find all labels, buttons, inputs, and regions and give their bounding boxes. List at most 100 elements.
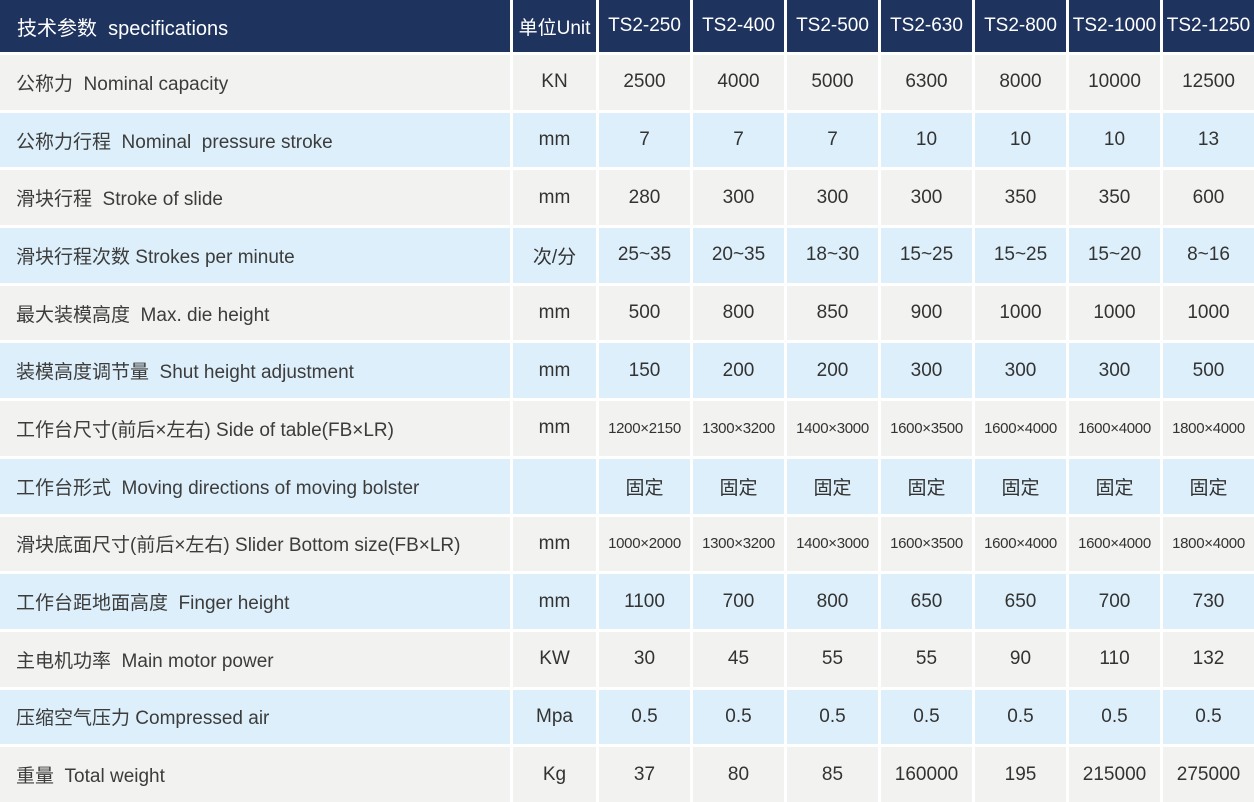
- row-label: 公称力 Nominal capacity: [0, 55, 510, 110]
- spec-value-cell: 1600×4000: [1069, 516, 1160, 572]
- spec-value-cell: 7: [693, 112, 784, 168]
- spec-value-cell: 10: [1069, 112, 1160, 168]
- row-label: 工作台形式 Moving directions of moving bolste…: [0, 458, 510, 514]
- row-unit: Kg: [513, 747, 596, 802]
- spec-value-cell: 500: [1163, 343, 1254, 399]
- spec-value-cell: 1600×3500: [881, 516, 972, 572]
- spec-value-cell: 8~16: [1163, 228, 1254, 283]
- spec-value-cell: 1300×3200: [693, 401, 784, 456]
- row-unit: mm: [513, 574, 596, 629]
- spec-value-cell: 300: [975, 343, 1066, 399]
- spec-value-cell: 80: [693, 747, 784, 802]
- spec-value-cell: 4000: [693, 55, 784, 110]
- spec-value-cell: 1600×4000: [1069, 401, 1160, 456]
- spec-value-cell: 6300: [881, 55, 972, 110]
- model-column-header: TS2-250: [599, 0, 690, 52]
- spec-value-cell: 7: [599, 112, 690, 168]
- spec-value-cell: 300: [1069, 343, 1160, 399]
- spec-value-cell: 10: [975, 112, 1066, 168]
- spec-value-cell: 55: [881, 631, 972, 687]
- model-column-header: TS2-800: [975, 0, 1066, 52]
- spec-value-cell: 1300×3200: [693, 516, 784, 572]
- row-unit: mm: [513, 112, 596, 168]
- spec-value-cell: 固定: [975, 458, 1066, 514]
- spec-value-cell: 300: [787, 170, 878, 226]
- row-label: 主电机功率 Main motor power: [0, 631, 510, 687]
- row-unit: KN: [513, 55, 596, 110]
- spec-value-cell: 280: [599, 170, 690, 226]
- row-label: 工作台距地面高度 Finger height: [0, 574, 510, 629]
- spec-value-cell: 10000: [1069, 55, 1160, 110]
- spec-value-cell: 800: [693, 285, 784, 341]
- spec-value-cell: 10: [881, 112, 972, 168]
- row-unit: mm: [513, 401, 596, 456]
- spec-value-cell: 1100: [599, 574, 690, 629]
- spec-value-cell: 350: [975, 170, 1066, 226]
- spec-value-cell: 1200×2150: [599, 401, 690, 456]
- spec-value-cell: 1600×4000: [975, 401, 1066, 456]
- unit-column-header: 单位Unit: [513, 0, 596, 52]
- model-column-header: TS2-400: [693, 0, 784, 52]
- spec-value-cell: 0.5: [1069, 689, 1160, 745]
- spec-value-cell: 700: [693, 574, 784, 629]
- spec-value-cell: 固定: [787, 458, 878, 514]
- spec-value-cell: 37: [599, 747, 690, 802]
- spec-value-cell: 350: [1069, 170, 1160, 226]
- spec-value-cell: 650: [881, 574, 972, 629]
- spec-value-cell: 固定: [881, 458, 972, 514]
- spec-value-cell: 0.5: [975, 689, 1066, 745]
- row-label: 滑块行程 Stroke of slide: [0, 170, 510, 226]
- spec-value-cell: 20~35: [693, 228, 784, 283]
- row-unit: 次/分: [513, 228, 596, 283]
- model-column-header: TS2-500: [787, 0, 878, 52]
- row-unit: [513, 458, 596, 514]
- spec-value-cell: 12500: [1163, 55, 1254, 110]
- row-unit: mm: [513, 285, 596, 341]
- spec-value-cell: 800: [787, 574, 878, 629]
- row-label: 滑块行程次数 Strokes per minute: [0, 228, 510, 283]
- spec-value-cell: 固定: [693, 458, 784, 514]
- spec-value-cell: 1000: [1163, 285, 1254, 341]
- spec-value-cell: 18~30: [787, 228, 878, 283]
- spec-value-cell: 160000: [881, 747, 972, 802]
- spec-value-cell: 45: [693, 631, 784, 687]
- spec-value-cell: 600: [1163, 170, 1254, 226]
- spec-value-cell: 300: [881, 343, 972, 399]
- spec-value-cell: 110: [1069, 631, 1160, 687]
- spec-value-cell: 0.5: [693, 689, 784, 745]
- spec-value-cell: 0.5: [599, 689, 690, 745]
- spec-value-cell: 1800×4000: [1163, 516, 1254, 572]
- spec-value-cell: 500: [599, 285, 690, 341]
- spec-value-cell: 固定: [599, 458, 690, 514]
- spec-value-cell: 0.5: [787, 689, 878, 745]
- spec-value-cell: 5000: [787, 55, 878, 110]
- spec-value-cell: 700: [1069, 574, 1160, 629]
- row-unit: mm: [513, 170, 596, 226]
- spec-value-cell: 0.5: [881, 689, 972, 745]
- row-label: 装模高度调节量 Shut height adjustment: [0, 343, 510, 399]
- spec-value-cell: 25~35: [599, 228, 690, 283]
- row-unit: mm: [513, 343, 596, 399]
- row-label: 工作台尺寸(前后×左右) Side of table(FB×LR): [0, 401, 510, 456]
- spec-value-cell: 300: [693, 170, 784, 226]
- spec-value-cell: 90: [975, 631, 1066, 687]
- spec-value-cell: 1000: [975, 285, 1066, 341]
- spec-value-cell: 1800×4000: [1163, 401, 1254, 456]
- row-label: 重量 Total weight: [0, 747, 510, 802]
- row-unit: Mpa: [513, 689, 596, 745]
- spec-value-cell: 215000: [1069, 747, 1160, 802]
- spec-value-cell: 200: [693, 343, 784, 399]
- spec-value-cell: 15~20: [1069, 228, 1160, 283]
- spec-value-cell: 1600×4000: [975, 516, 1066, 572]
- spec-value-cell: 1000×2000: [599, 516, 690, 572]
- spec-value-cell: 730: [1163, 574, 1254, 629]
- spec-value-cell: 275000: [1163, 747, 1254, 802]
- spec-value-cell: 1600×3500: [881, 401, 972, 456]
- row-label: 滑块底面尺寸(前后×左右) Slider Bottom size(FB×LR): [0, 516, 510, 572]
- spec-value-cell: 300: [881, 170, 972, 226]
- spec-value-cell: 0.5: [1163, 689, 1254, 745]
- spec-value-cell: 200: [787, 343, 878, 399]
- table-title: 技术参数 specifications: [0, 0, 510, 52]
- spec-value-cell: 150: [599, 343, 690, 399]
